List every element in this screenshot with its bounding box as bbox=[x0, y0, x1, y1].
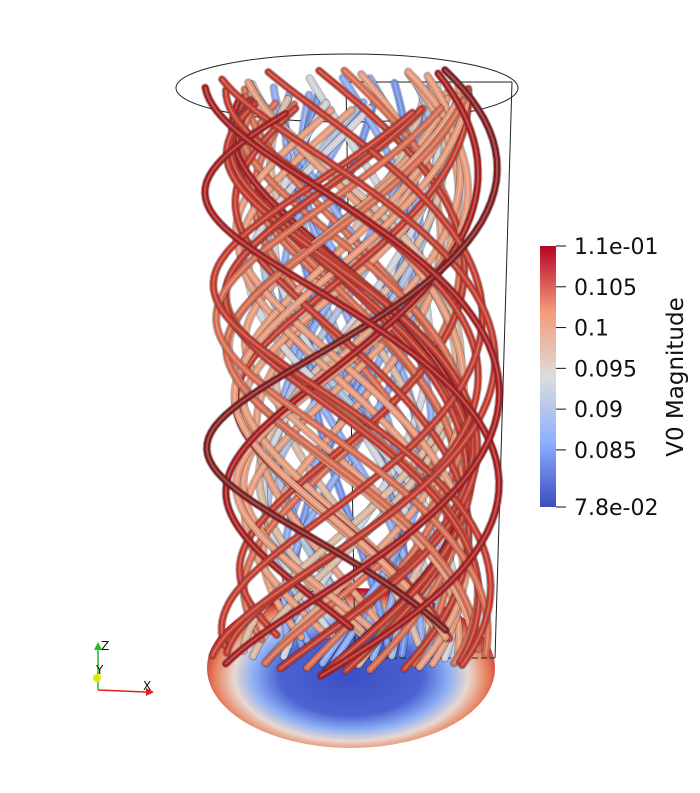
z-axis-arrow bbox=[94, 642, 102, 650]
colorbar-tick-label: 0.105 bbox=[574, 276, 637, 301]
streamline-tube-highlight bbox=[215, 107, 489, 656]
colorbar-tick-label: 0.1 bbox=[574, 317, 609, 342]
streamline-tube bbox=[252, 89, 450, 638]
y-axis-marker bbox=[93, 674, 101, 682]
streamline-tube bbox=[236, 67, 468, 639]
colorbar-tick-label: 7.8e-02 bbox=[574, 496, 658, 521]
x-axis-line bbox=[97, 689, 147, 693]
colorbar-tick-label: 0.09 bbox=[574, 398, 623, 423]
x-axis-arrow bbox=[146, 688, 154, 696]
x-axis-letter: X bbox=[143, 679, 151, 693]
streamline-tube bbox=[210, 109, 494, 669]
streamline-tube bbox=[201, 84, 503, 667]
streamline-tube bbox=[223, 100, 481, 672]
colorbar-tick-label: 1.1e-01 bbox=[574, 235, 658, 260]
streamline-tube bbox=[203, 66, 501, 634]
streamline-tubes bbox=[200, 65, 504, 681]
streamline-tube-highlight bbox=[223, 108, 481, 664]
colorbar-tick-label: 0.085 bbox=[574, 439, 637, 464]
streamline-tube-highlight bbox=[255, 92, 448, 635]
streamline-tube bbox=[222, 97, 482, 653]
z-axis-letter: Z bbox=[101, 639, 109, 653]
streamline-tube bbox=[212, 105, 492, 658]
streamline-tube-highlight bbox=[212, 111, 492, 667]
streamline-tube-highlight bbox=[203, 112, 501, 677]
streamline-tube-highlight bbox=[225, 103, 479, 670]
orientation-axes: X Y Z bbox=[93, 639, 154, 696]
colorbar-gradient bbox=[540, 246, 556, 507]
streamline-tube-highlight bbox=[204, 86, 501, 665]
color-legend: 1.1e-01 0.105 0.1 0.095 0.09 0.085 7.8e-02 V0 … bbox=[540, 235, 689, 521]
streamline-tube bbox=[201, 110, 503, 680]
streamline-tube-highlight bbox=[205, 68, 499, 631]
colorbar-tick-label: 0.095 bbox=[574, 357, 637, 382]
streamline-tube bbox=[221, 105, 483, 666]
y-axis-letter: Y bbox=[95, 663, 104, 677]
colorbar-title: V0 Magnitude bbox=[663, 297, 689, 457]
streamline-tube-highlight bbox=[225, 99, 479, 651]
streamline-tube-highlight bbox=[238, 69, 466, 636]
